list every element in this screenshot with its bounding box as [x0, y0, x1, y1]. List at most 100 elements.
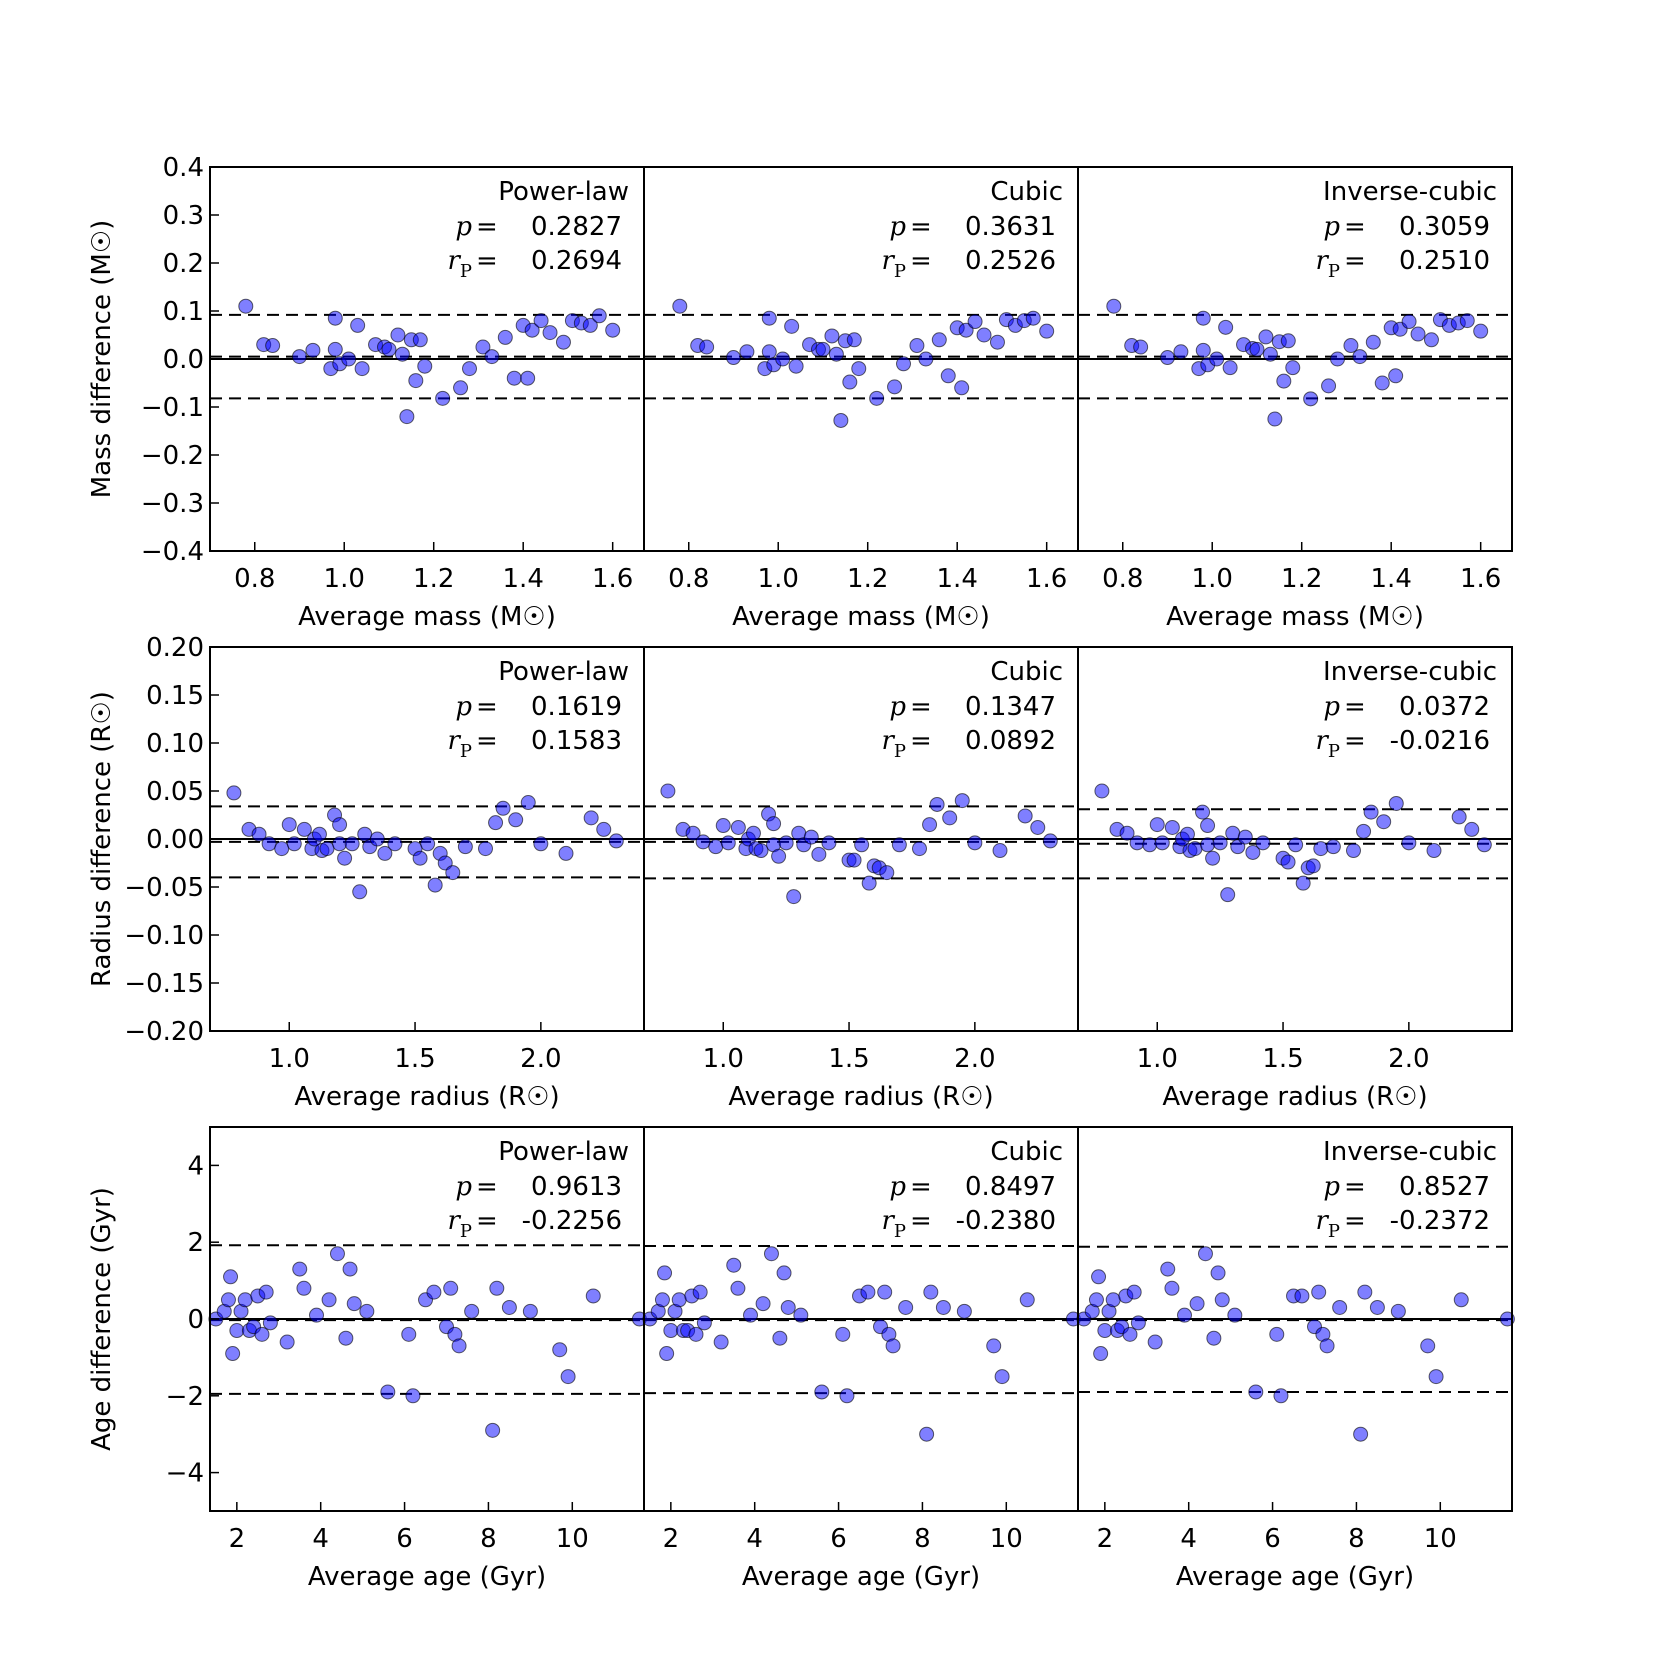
panel-title: Cubic	[990, 1137, 1063, 1167]
point	[887, 379, 903, 395]
point	[869, 390, 885, 406]
x-tick-label: 1.0	[703, 1044, 744, 1074]
point	[522, 1303, 538, 1319]
stat-symbol: rP	[1315, 726, 1340, 762]
subscript: P	[894, 261, 906, 282]
point	[489, 1280, 505, 1296]
point	[1410, 326, 1426, 342]
point	[1267, 411, 1283, 427]
point	[713, 1334, 729, 1350]
point	[788, 358, 804, 374]
point	[533, 313, 549, 329]
stat-relation: =	[910, 246, 932, 276]
point	[1303, 391, 1319, 407]
point	[1220, 887, 1236, 903]
point	[533, 836, 549, 852]
stat-relation: =	[1344, 212, 1366, 242]
x-tick-label: 1.0	[758, 564, 799, 594]
point	[784, 318, 800, 334]
x-tick-label: 1.4	[503, 564, 544, 594]
point	[1305, 858, 1321, 874]
subscript: P	[460, 1221, 472, 1242]
point	[605, 322, 621, 338]
symbol: r	[1315, 246, 1329, 276]
point	[596, 821, 612, 837]
stat-symbol: p	[889, 692, 906, 722]
point	[1319, 1338, 1335, 1354]
point	[935, 1299, 951, 1315]
point	[1187, 841, 1203, 857]
symbol: p	[1323, 692, 1340, 722]
point	[405, 1388, 421, 1404]
point	[1206, 1330, 1222, 1346]
panel-title: Power-law	[498, 177, 629, 207]
point	[462, 361, 478, 377]
subscript: P	[894, 741, 906, 762]
point	[1227, 1307, 1243, 1323]
point	[854, 837, 870, 853]
point	[220, 1292, 236, 1308]
y-axis-label: Radius difference (R☉)	[87, 691, 117, 987]
x-tick-label: 0.8	[1102, 564, 1143, 594]
point	[274, 841, 290, 857]
point	[1258, 329, 1274, 345]
point	[1345, 843, 1361, 859]
x-tick-label: 10	[1424, 1524, 1457, 1554]
point	[380, 1384, 396, 1400]
point	[359, 1303, 375, 1319]
point	[766, 816, 782, 832]
point	[1295, 875, 1311, 891]
subscript: P	[460, 741, 472, 762]
y-tick-label: 0.10	[146, 729, 204, 759]
point	[835, 1326, 851, 1342]
x-tick-label: 1.0	[1137, 1044, 1178, 1074]
point	[1388, 795, 1404, 811]
point	[390, 327, 406, 343]
point	[291, 349, 307, 365]
point	[811, 846, 827, 862]
point	[1369, 1299, 1385, 1315]
panel-title: Inverse-cubic	[1323, 657, 1497, 687]
point	[1189, 1296, 1205, 1312]
point	[225, 1346, 241, 1362]
point	[1160, 1261, 1176, 1277]
x-tick-label: 6	[396, 1524, 413, 1554]
point	[445, 865, 461, 881]
stat-relation: =	[476, 246, 498, 276]
stat-symbol: p	[1323, 1172, 1340, 1202]
point	[1154, 835, 1170, 851]
point	[552, 1342, 568, 1358]
point	[1106, 298, 1122, 314]
x-tick-label: 1.5	[1262, 1044, 1303, 1074]
point	[1464, 821, 1480, 837]
y-tick-label: −0.1	[141, 393, 204, 423]
point	[1097, 1323, 1113, 1339]
stat-value: 0.0892	[965, 726, 1056, 756]
point	[399, 409, 415, 425]
stat-relation: =	[476, 212, 498, 242]
y-tick-label: 0.1	[163, 297, 204, 327]
y-tick-label: −0.3	[141, 489, 204, 519]
point	[1142, 837, 1158, 853]
point	[346, 1296, 362, 1312]
point	[495, 800, 511, 816]
point	[1453, 1292, 1469, 1308]
point	[1388, 368, 1404, 384]
point	[309, 1307, 325, 1323]
x-tick-label: 4	[1180, 1524, 1197, 1554]
panel-frame	[1077, 646, 1513, 1032]
symbol: p	[889, 212, 906, 242]
point	[350, 317, 366, 333]
point	[967, 835, 983, 851]
y-tick-label: −0.05	[124, 873, 204, 903]
point	[337, 850, 353, 866]
stat-value: -0.0216	[1390, 726, 1490, 756]
x-tick-label: 4	[746, 1524, 763, 1554]
point	[846, 852, 862, 868]
point	[976, 327, 992, 343]
point	[501, 1299, 517, 1315]
point	[699, 339, 715, 355]
point	[453, 380, 469, 396]
y-tick-label: 0.4	[163, 153, 204, 183]
